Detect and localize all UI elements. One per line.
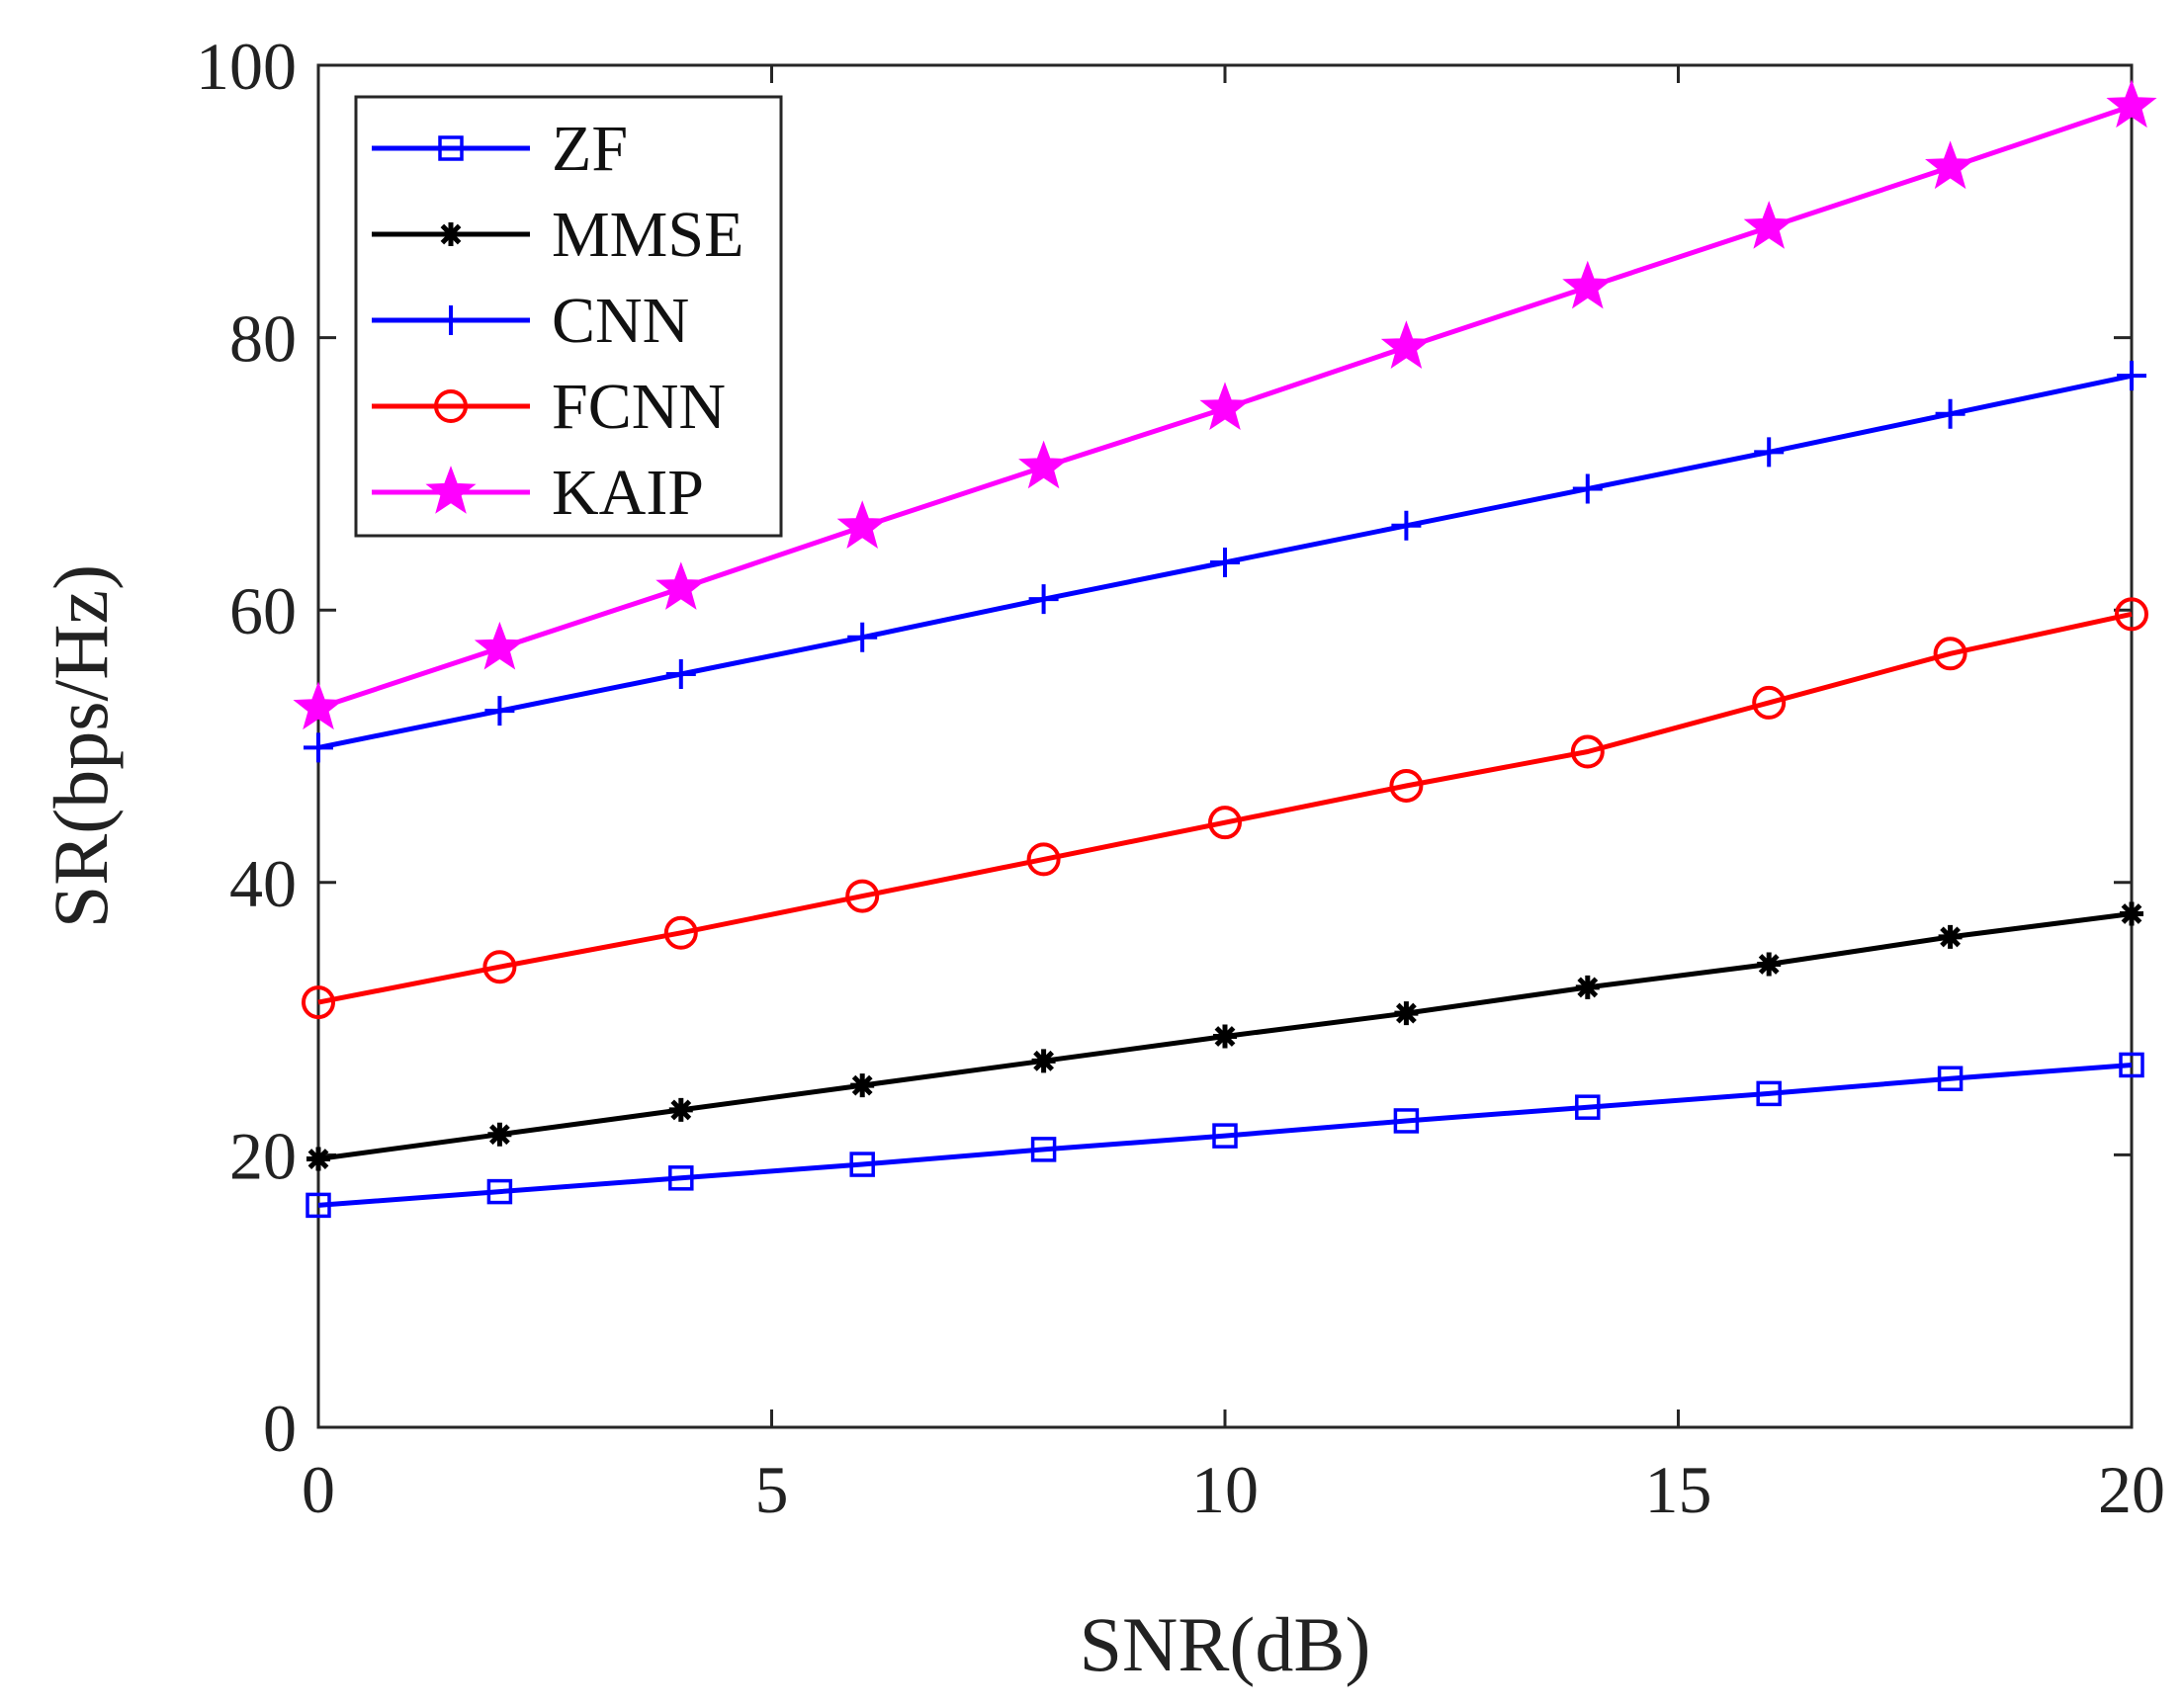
series-line-zf	[317, 1063, 2133, 1208]
data-point-zf	[486, 1178, 513, 1205]
data-point-mmse	[1938, 924, 1963, 949]
series-layer	[293, 79, 2157, 1219]
data-point-kaip	[836, 500, 888, 549]
legend-label-fcnn: FCNN	[552, 371, 726, 443]
data-point-fcnn	[1026, 842, 1061, 877]
legend-box	[354, 95, 783, 538]
legend: ZF MMSE CNN FCNN KAIP	[354, 95, 783, 538]
series-line-fcnn	[317, 611, 2133, 1005]
data-point-mmse	[850, 1073, 875, 1098]
data-point-mmse	[487, 1122, 512, 1147]
data-point-cnn	[2117, 361, 2146, 391]
y-tick-label: 60	[229, 573, 297, 648]
data-point-fcnn	[1208, 806, 1242, 840]
data-point-zf	[1030, 1137, 1057, 1162]
data-point-zf	[2119, 1052, 2144, 1078]
x-tick-label: 0	[302, 1452, 335, 1527]
data-point-zf	[668, 1165, 694, 1191]
y-tick-label: 80	[229, 301, 297, 377]
data-point-mmse	[1394, 1001, 1419, 1026]
data-point-kaip	[1199, 382, 1251, 431]
y-tick-label: 0	[263, 1391, 297, 1466]
legend-label-zf: ZF	[552, 113, 628, 185]
data-point-zf	[1756, 1080, 1782, 1107]
data-point-mmse	[1213, 1024, 1237, 1049]
data-point-mmse	[2120, 901, 2143, 926]
y-tick-label: 20	[229, 1118, 297, 1193]
data-point-cnn	[1391, 510, 1422, 541]
axis-ticks: 0 5 10 15 20 0 20 40 60 80 100	[196, 29, 2165, 1527]
data-point-cnn	[484, 696, 515, 726]
data-point-zf	[306, 1192, 331, 1219]
y-tick-label: 100	[196, 29, 297, 104]
data-point-mmse	[306, 1147, 330, 1171]
legend-marker-zf	[438, 135, 464, 161]
data-point-kaip	[1018, 440, 1070, 489]
data-point-fcnn	[663, 915, 698, 950]
data-point-cnn	[1028, 584, 1059, 615]
data-point-kaip	[474, 621, 525, 670]
data-point-cnn	[1754, 437, 1785, 468]
data-point-fcnn	[845, 879, 880, 913]
data-point-mmse	[668, 1097, 693, 1122]
legend-label-mmse: MMSE	[552, 199, 743, 271]
data-point-cnn	[1210, 547, 1240, 577]
data-point-cnn	[665, 658, 696, 689]
series-mmse	[306, 901, 2143, 1171]
data-point-fcnn	[2115, 597, 2148, 632]
y-tick-label: 40	[229, 846, 297, 921]
data-point-zf	[1937, 1066, 1964, 1091]
data-point-mmse	[1757, 952, 1782, 977]
data-point-fcnn	[482, 950, 517, 984]
legend-marker-cnn	[436, 305, 466, 335]
legend-label-cnn: CNN	[552, 285, 689, 357]
data-point-mmse	[1031, 1049, 1056, 1073]
legend-label-kaip: KAIP	[552, 457, 704, 529]
x-tick-label: 5	[755, 1452, 789, 1527]
data-point-mmse	[1575, 975, 1600, 999]
data-point-fcnn	[1389, 768, 1424, 803]
data-point-kaip	[2106, 79, 2157, 128]
series-kaip	[293, 79, 2157, 730]
x-axis-label: SNR(dB)	[1080, 1601, 1371, 1687]
data-point-kaip	[293, 681, 344, 730]
data-point-cnn	[1572, 473, 1603, 504]
data-point-fcnn	[302, 985, 335, 1020]
data-point-kaip	[1562, 260, 1614, 309]
data-point-fcnn	[1933, 637, 1967, 671]
data-point-fcnn	[1570, 734, 1605, 769]
data-point-zf	[1212, 1123, 1238, 1149]
x-tick-label: 15	[1645, 1452, 1712, 1527]
data-point-kaip	[1743, 201, 1794, 249]
data-point-zf	[1393, 1108, 1420, 1134]
x-tick-label: 20	[2098, 1452, 2165, 1527]
series-zf	[306, 1052, 2144, 1219]
data-point-cnn	[304, 732, 333, 763]
data-point-kaip	[1925, 140, 1976, 190]
x-tick-label: 10	[1191, 1452, 1259, 1527]
legend-marker-mmse	[439, 222, 463, 246]
data-point-zf	[849, 1152, 875, 1177]
data-point-zf	[1575, 1094, 1601, 1120]
data-point-fcnn	[1752, 685, 1787, 720]
data-point-kaip	[655, 561, 707, 610]
data-point-cnn	[1935, 398, 1965, 429]
legend-marker-fcnn	[434, 389, 468, 423]
data-point-cnn	[847, 622, 878, 652]
data-point-kaip	[1380, 320, 1432, 370]
y-axis-label: SR(bps/Hz)	[38, 564, 124, 928]
legend-marker-kaip	[425, 466, 477, 514]
series-cnn	[304, 361, 2146, 763]
series-fcnn	[302, 597, 2148, 1020]
